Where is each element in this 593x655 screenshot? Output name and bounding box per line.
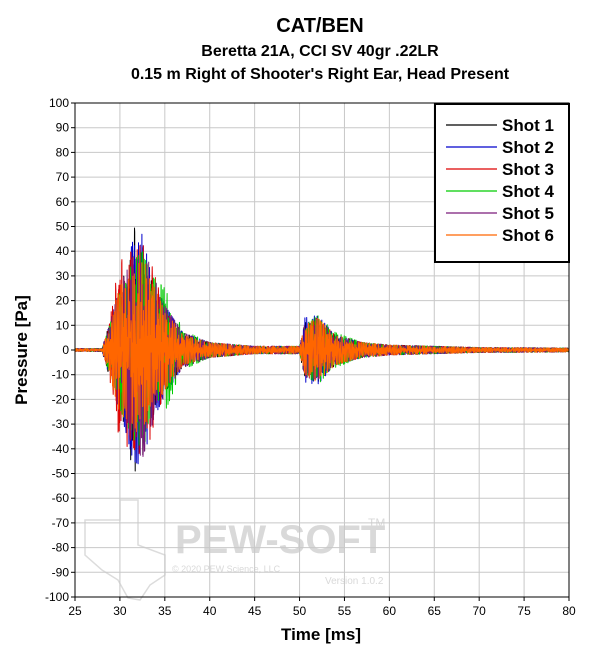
legend-box (434, 103, 570, 263)
y-tick-label: -100 (45, 590, 69, 604)
y-tick-label: 50 (56, 220, 70, 234)
y-tick-label: -80 (52, 541, 70, 555)
watermark-brand: PEW-SOFT (175, 518, 385, 562)
x-tick-label: 40 (203, 604, 217, 618)
texas-logo-icon (84, 499, 166, 601)
y-tick-label: -20 (52, 392, 70, 406)
watermark-copyright: © 2020 PEW Science, LLC (172, 564, 281, 574)
chart-title: CAT/BEN (276, 15, 363, 37)
y-tick-label: -60 (52, 491, 70, 505)
y-tick-label: 10 (56, 318, 70, 332)
legend-label-shot-3: Shot 3 (502, 160, 554, 179)
y-tick-label: 40 (56, 244, 70, 258)
y-tick-label: -70 (52, 516, 70, 530)
y-tick-label: 60 (56, 195, 70, 209)
y-tick-label: -30 (52, 417, 70, 431)
series-group (74, 227, 570, 472)
plot-frame (74, 102, 570, 598)
legend-label-shot-6: Shot 6 (502, 226, 554, 245)
x-tick-label: 25 (68, 604, 82, 618)
chart-subtitle-line-1: Beretta 21A, CCI SV 40gr .22LR (201, 43, 439, 60)
y-tick-label: 90 (56, 121, 70, 135)
y-tick-label: 70 (56, 170, 70, 184)
y-tick-label: -10 (52, 368, 70, 382)
watermark-version: Version 1.0.2 (325, 576, 384, 587)
x-axis-label: Time [ms] (281, 625, 361, 644)
y-tick-label: -90 (52, 565, 70, 579)
y-axis-ticks: 1009080706050403020100-10-20-30-40-50-60… (45, 96, 75, 604)
y-tick-label: -40 (52, 442, 70, 456)
x-tick-label: 55 (338, 604, 352, 618)
x-tick-label: 70 (473, 604, 487, 618)
x-tick-label: 30 (113, 604, 127, 618)
y-tick-label: 30 (56, 269, 70, 283)
series-line-shot-6 (74, 262, 570, 432)
y-tick-label: 100 (49, 96, 69, 110)
x-tick-label: 45 (248, 604, 262, 618)
watermark: PEW-SOFT TM © 2020 PEW Science, LLC Vers… (84, 499, 385, 601)
x-tick-label: 60 (383, 604, 397, 618)
x-axis-ticks: 25 30 35 40 45 50 55 60 65 70 75 80 (68, 597, 576, 618)
y-tick-label: -50 (52, 467, 70, 481)
legend-label-shot-5: Shot 5 (502, 204, 554, 223)
y-axis-label: Pressure [Pa] (12, 295, 31, 405)
x-tick-label: 80 (562, 604, 576, 618)
y-tick-label: 80 (56, 145, 70, 159)
legend-label-shot-2: Shot 2 (502, 138, 554, 157)
x-tick-label: 50 (293, 604, 307, 618)
legend: Shot 1 Shot 2 Shot 3 Shot 4 Shot 5 Shot 6 (434, 103, 570, 263)
x-tick-label: 75 (517, 604, 531, 618)
x-tick-label: 35 (158, 604, 172, 618)
legend-label-shot-4: Shot 4 (502, 182, 554, 201)
legend-label-shot-1: Shot 1 (502, 116, 554, 135)
x-tick-label: 65 (428, 604, 442, 618)
chart-subtitle-line-2: 0.15 m Right of Shooter's Right Ear, Hea… (131, 66, 510, 83)
y-tick-label: 20 (56, 294, 70, 308)
y-tick-label: 0 (62, 343, 69, 357)
